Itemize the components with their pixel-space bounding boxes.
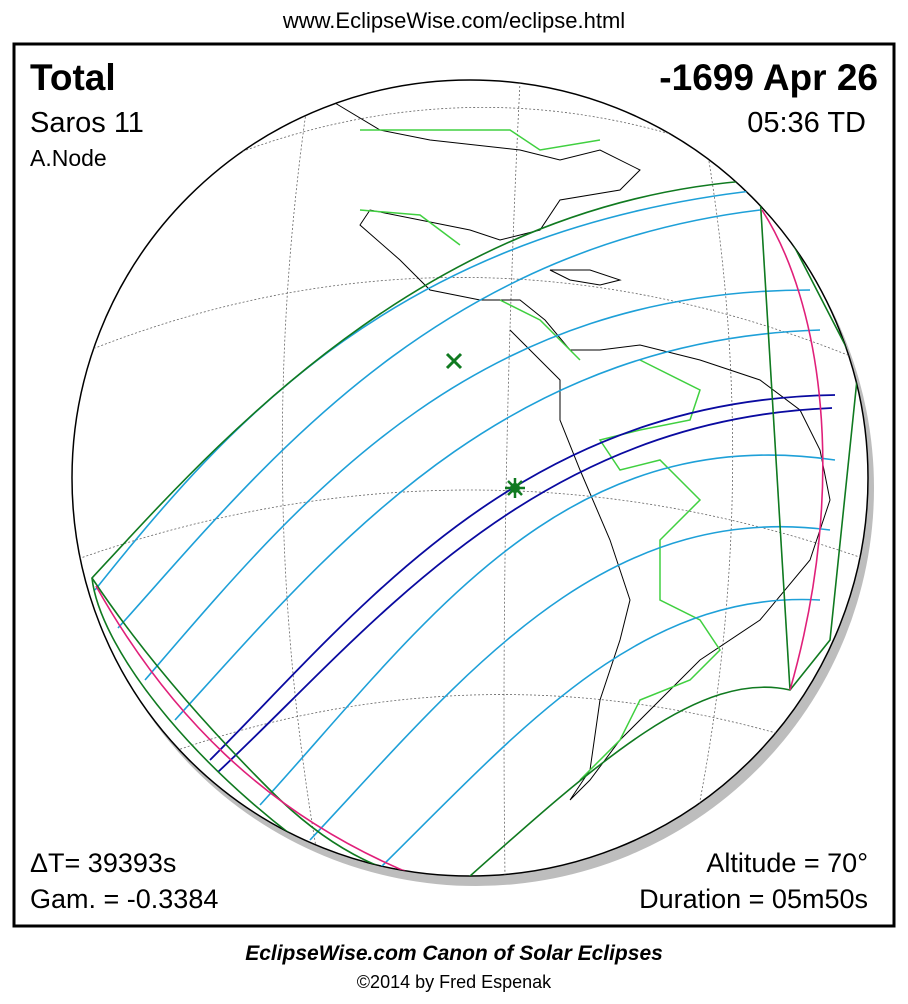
- date: -1699 Apr 26: [659, 57, 878, 98]
- globe: [71, 79, 869, 877]
- time: 05:36 TD: [747, 107, 866, 139]
- outline: [90, 179, 859, 876]
- url: www.EclipseWise.com/eclipse.html: [282, 8, 625, 33]
- footer-title: EclipseWise.com Canon of Solar Eclipses: [245, 942, 663, 965]
- center-dot: [510, 483, 520, 493]
- node: A.Node: [30, 145, 107, 171]
- footer-credit: ©2014 by Fred Espenak: [357, 972, 552, 992]
- saros: Saros 11: [30, 107, 144, 139]
- duration: Duration = 05m50s: [639, 884, 868, 914]
- gamma: Gam. = -0.3384: [30, 884, 218, 914]
- graticule: [74, 81, 868, 876]
- map-layers: [74, 81, 868, 876]
- delta-t: ΔT= 39393s: [30, 848, 176, 878]
- eclipse-type: Total: [30, 57, 116, 98]
- markers: [445, 352, 525, 498]
- central-path: [209, 394, 836, 773]
- path-limits: [94, 189, 836, 869]
- greatest-eclipse-marker: [445, 352, 463, 370]
- altitude: Altitude = 70°: [706, 848, 868, 878]
